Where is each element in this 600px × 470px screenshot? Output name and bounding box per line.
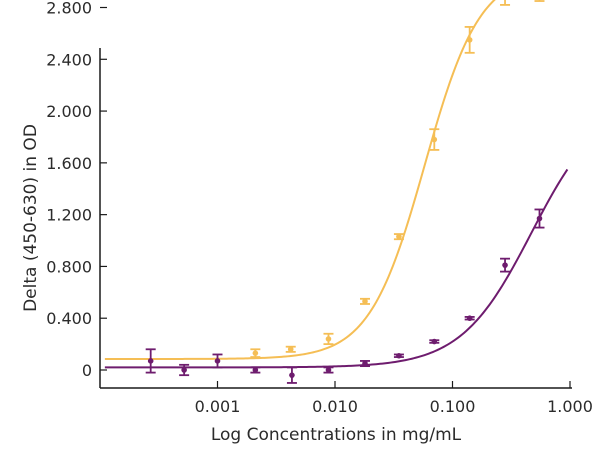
y-tick-label: 1.200 [46,206,92,225]
y-tick-label: 2.800 [46,0,92,18]
x-axis-title: Log Concentrations in mg/mL [211,425,462,445]
x-tick-label: 0.010 [312,397,358,416]
y-ticks: 0 0.400 0.800 1.200 1.600 2.000 2.400 2.800 [46,0,107,380]
y-tick-label: 2.400 [46,50,92,69]
data-point [466,37,473,43]
data-point [502,262,508,268]
y-tick-label: 1.600 [46,154,92,173]
data-point [289,372,295,378]
y-tick-label: 2.000 [46,102,92,121]
y-tick-label: 0.400 [46,309,92,328]
x-ticks: 0.001 0.010 0.100 1.000 [195,381,593,416]
fit-curves [104,0,569,369]
data-points [145,0,545,384]
data-point [396,352,402,359]
data-point [466,315,473,322]
data-point [181,367,187,373]
data-point [252,350,259,356]
y-axis-title: Delta (450-630) in OD [21,124,41,312]
data-point [147,358,154,364]
data-point [396,233,402,240]
data-point [252,367,259,373]
y-tick-label: 0 [82,361,92,380]
data-point [362,360,368,367]
data-point [325,367,332,373]
data-point [325,336,332,342]
data-point [287,346,294,353]
data-point [362,298,368,305]
x-tick-label: 0.001 [195,397,241,416]
data-point [214,358,221,364]
x-tick-label: 1.000 [547,397,593,416]
data-point [431,338,438,345]
x-tick-label: 0.100 [430,397,476,416]
data-point [536,215,543,222]
axes [99,48,572,389]
fit-curve-series-1 [104,0,496,360]
fit-curve-series-2 [104,168,569,369]
y-tick-label: 0.800 [46,257,92,276]
data-point [431,136,438,143]
